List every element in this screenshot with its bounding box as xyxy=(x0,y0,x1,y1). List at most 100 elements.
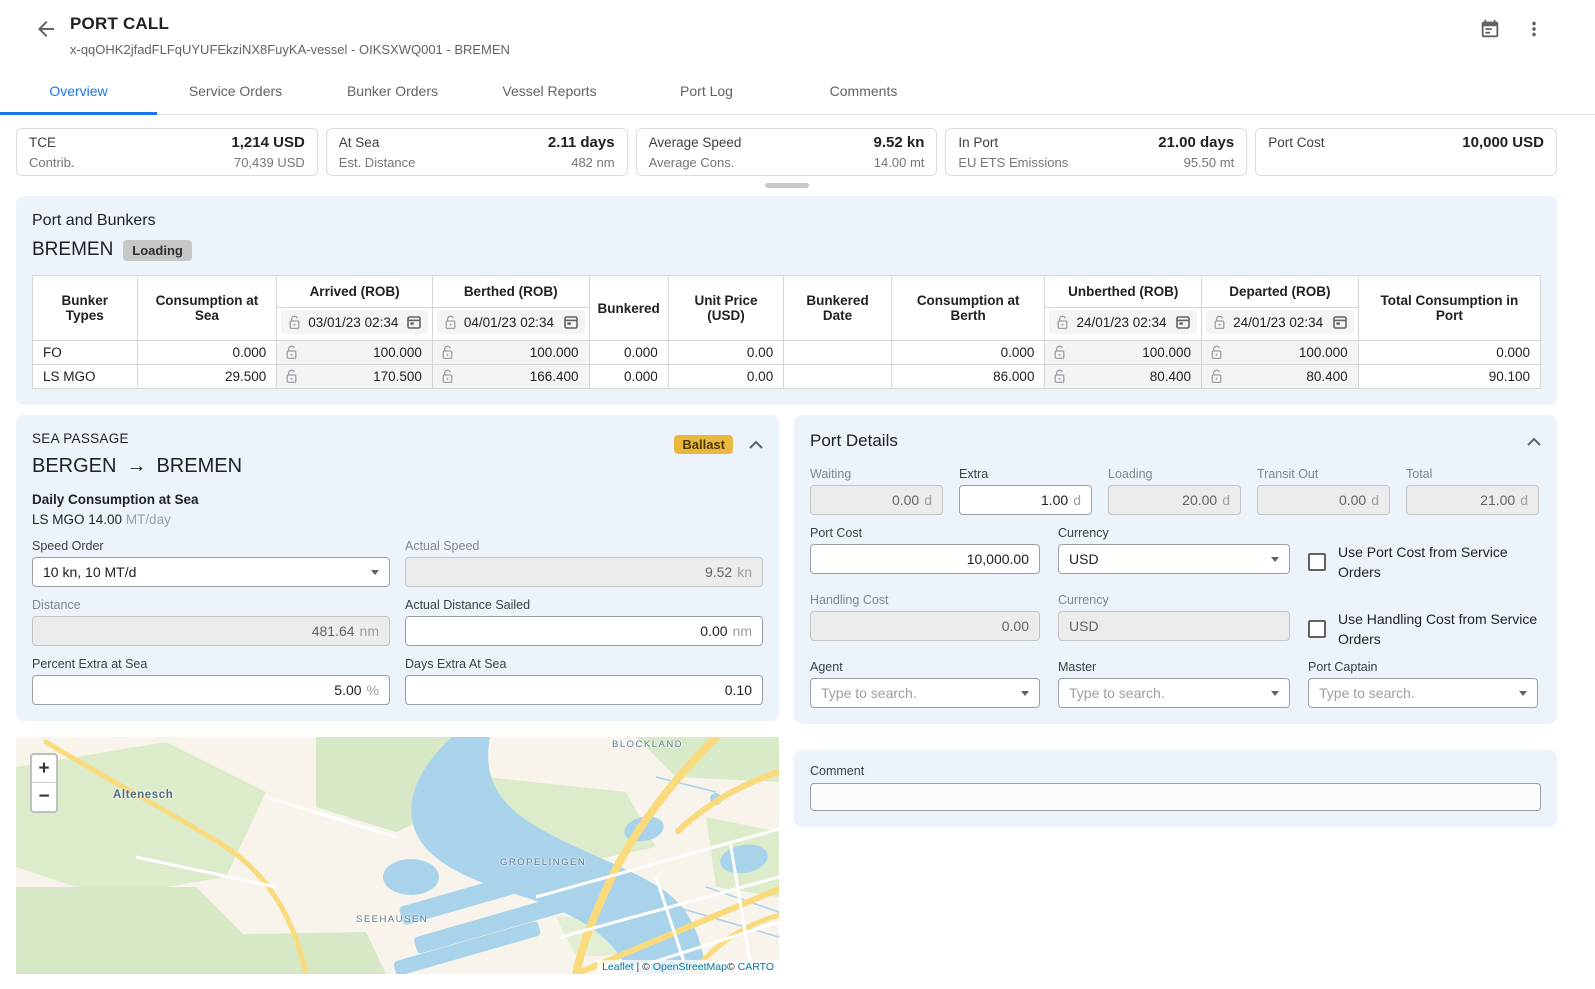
distance-field: Distance 481.64 nm xyxy=(32,598,390,646)
berthed-rob-cell[interactable]: 166.400 xyxy=(433,365,589,388)
days-extra-field: Days Extra At Sea 0.10 xyxy=(405,657,763,705)
tab-comments[interactable]: Comments xyxy=(829,82,898,99)
stat-sub-label: Est. Distance xyxy=(338,155,416,170)
handling-cost-field: Handling Cost 0.00 xyxy=(810,593,1040,641)
unlock-icon[interactable] xyxy=(441,369,454,384)
stat-value: 10,000 USD xyxy=(1462,134,1544,151)
speed-order-select[interactable]: 10 kn, 10 MT/d xyxy=(32,557,390,587)
carto-link[interactable]: CARTO xyxy=(737,961,774,973)
currency-select[interactable]: USD xyxy=(1058,544,1290,574)
col-berthed-rob: Berthed (ROB) xyxy=(431,275,590,308)
unit-price-cell[interactable]: 0.00 xyxy=(667,364,785,389)
calendar-icon[interactable] xyxy=(1176,315,1190,329)
stat-value: 1,214 USD xyxy=(231,134,305,151)
col-bunkered-date: Bunkered Date xyxy=(783,275,892,341)
route-from: BERGEN xyxy=(32,455,117,477)
berthed-rob-cell[interactable]: 100.000 xyxy=(433,341,589,364)
calendar-icon[interactable] xyxy=(563,315,578,329)
cons-sea-cell[interactable]: 29.500 xyxy=(136,364,278,389)
tab-overview[interactable]: Overview xyxy=(0,67,157,115)
stat-label: In Port xyxy=(958,135,999,150)
collapse-chevron-icon[interactable] xyxy=(749,440,763,449)
tab-port-log[interactable]: Port Log xyxy=(680,82,733,99)
extra-field: Extra 1.00 d xyxy=(959,467,1092,515)
sea-passage-title: SEA PASSAGE xyxy=(32,431,129,446)
unlock-icon[interactable] xyxy=(441,345,454,360)
port-cost-input[interactable]: 10,000.00 xyxy=(810,544,1040,574)
unlock-icon[interactable] xyxy=(1213,315,1226,330)
bunkered-cell[interactable]: 0.000 xyxy=(588,340,669,365)
departed-date-picker[interactable]: 24/01/23 02:34 xyxy=(1206,310,1354,334)
tab-vessel-reports[interactable]: Vessel Reports xyxy=(502,82,597,99)
chevron-down-icon xyxy=(1519,690,1527,696)
unberthed-rob-cell[interactable]: 100.000 xyxy=(1045,341,1201,364)
route-to: BREMEN xyxy=(156,455,243,477)
kebab-menu-icon[interactable] xyxy=(1523,18,1545,40)
use-handling-checkbox[interactable] xyxy=(1308,620,1326,638)
actual-distance-input[interactable]: 0.00 nm xyxy=(405,616,763,646)
unlock-icon[interactable] xyxy=(1056,315,1069,330)
table-row: FO 0.000 100.000 100.000 0.000 0.00 0.00… xyxy=(32,340,1542,365)
col-unit-price: Unit Price (USD) xyxy=(667,275,785,341)
loading-status-badge: Loading xyxy=(123,239,192,261)
departed-rob-cell[interactable]: 80.400 xyxy=(1202,365,1358,388)
unlock-icon[interactable] xyxy=(285,369,298,384)
col-bunker-types: Bunker Types xyxy=(32,275,138,341)
unlock-icon[interactable] xyxy=(1053,345,1066,360)
bunkered-date-cell[interactable] xyxy=(783,364,892,389)
calendar-icon[interactable] xyxy=(1479,18,1501,40)
col-departed-rob: Departed (ROB) xyxy=(1201,275,1359,308)
page-header: PORT CALL x-qqOHK2jfadFLFqUYUFEkziNX8Fuy… xyxy=(0,0,1595,57)
stat-label: At Sea xyxy=(338,135,380,150)
unlock-icon[interactable] xyxy=(288,315,301,330)
unlock-icon[interactable] xyxy=(1053,369,1066,384)
bunker-type-cell: LS MGO xyxy=(32,364,138,389)
col-arrived-rob: Arrived (ROB) xyxy=(276,275,433,308)
tab-service-orders[interactable]: Service Orders xyxy=(188,82,283,99)
percent-extra-input[interactable]: 5.00 % xyxy=(32,675,390,705)
extra-input[interactable]: 1.00 d xyxy=(959,485,1092,515)
stat-port-cost: Port Cost 10,000 USD xyxy=(1255,128,1557,176)
page-subtitle: x-qqOHK2jfadFLFqUYUFEkziNX8FuyKA-vessel … xyxy=(70,42,510,57)
agent-select[interactable]: Type to search. xyxy=(810,678,1040,708)
unlock-icon[interactable] xyxy=(285,345,298,360)
tab-bunker-orders[interactable]: Bunker Orders xyxy=(346,82,439,99)
unlock-icon[interactable] xyxy=(1210,369,1223,384)
departed-rob-cell[interactable]: 100.000 xyxy=(1202,341,1358,364)
cons-berth-cell[interactable]: 86.000 xyxy=(890,364,1046,389)
arrived-rob-cell[interactable]: 100.000 xyxy=(277,341,432,364)
collapse-chevron-icon[interactable] xyxy=(1527,437,1541,446)
days-extra-input[interactable]: 0.10 xyxy=(405,675,763,705)
unberthed-rob-cell[interactable]: 80.400 xyxy=(1045,365,1201,388)
arrived-date-picker[interactable]: 03/01/23 02:34 xyxy=(281,310,428,334)
back-arrow-icon[interactable] xyxy=(34,17,58,41)
calendar-icon[interactable] xyxy=(407,315,421,329)
unlock-icon[interactable] xyxy=(444,315,457,330)
route-arrow-icon: → xyxy=(126,455,147,477)
comment-input[interactable] xyxy=(810,783,1541,811)
port-map[interactable]: BLOCKLAND Altenesch GRÖPELINGEN SEEHAUSE… xyxy=(16,737,779,974)
stat-average-speed: Average Speed 9.52 kn Average Cons. 14.00 … xyxy=(635,128,938,176)
osm-link[interactable]: OpenStreetMap xyxy=(652,961,727,973)
arrived-rob-cell[interactable]: 170.500 xyxy=(277,365,432,388)
stat-tce: TCE 1,214 USD Contrib. 70,439 USD xyxy=(16,128,318,176)
stats-drag-handle[interactable] xyxy=(764,183,809,188)
unlock-icon[interactable] xyxy=(1210,345,1223,360)
zoom-in-button[interactable]: + xyxy=(32,755,56,783)
master-select[interactable]: Type to search. xyxy=(1058,678,1290,708)
zoom-out-button[interactable]: − xyxy=(38,786,50,807)
table-row: LS MGO 29.500 170.500 166.400 0.000 0.00… xyxy=(32,364,1542,389)
bunkered-date-cell[interactable] xyxy=(783,340,892,365)
cons-sea-cell[interactable]: 0.000 xyxy=(136,340,278,365)
unberthed-date-picker[interactable]: 24/01/23 02:34 xyxy=(1049,310,1198,334)
calendar-icon[interactable] xyxy=(1332,315,1347,329)
berthed-date-picker[interactable]: 04/01/23 02:34 xyxy=(436,310,585,334)
leaflet-link[interactable]: Leaflet xyxy=(602,961,634,973)
total-input: 21.00 d xyxy=(1406,485,1539,515)
port-captain-select[interactable]: Type to search. xyxy=(1308,678,1538,708)
unit-price-cell[interactable]: 0.00 xyxy=(667,340,785,365)
bunkered-cell[interactable]: 0.000 xyxy=(588,364,669,389)
tab-bar: Overview Service Orders Bunker Orders Ve… xyxy=(0,67,1595,115)
use-port-cost-checkbox[interactable] xyxy=(1308,553,1326,571)
cons-berth-cell[interactable]: 0.000 xyxy=(890,340,1046,365)
